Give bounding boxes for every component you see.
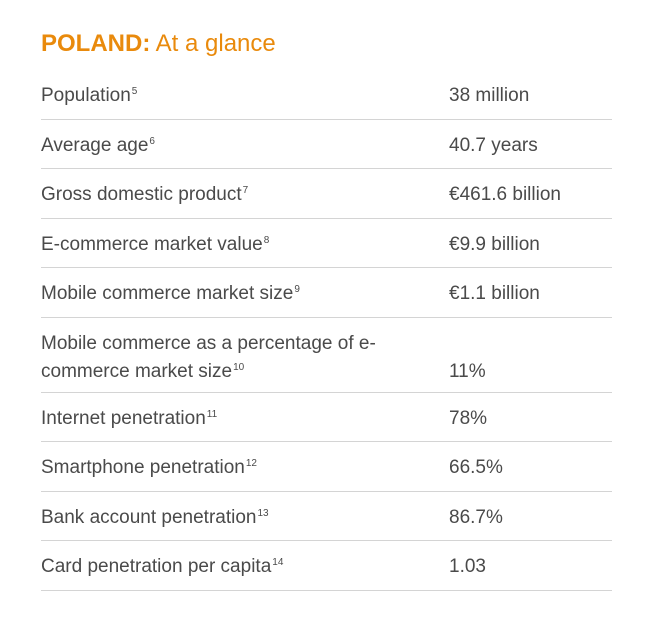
row-value: 38 million [449,85,530,106]
row-label: E-commerce market value8 [41,233,270,255]
table-row-ecommerce-value: E-commerce market value8 €9.9 billion [41,219,612,268]
row-label: Bank account penetration13 [41,506,269,528]
row-value: 11% [449,360,486,382]
table-row-internet-penetration: Internet penetration11 78% [41,393,612,442]
row-label: Internet penetration11 [41,407,218,429]
row-value: 78% [449,407,488,429]
row-value: €1.1 billion [449,283,540,304]
footnote-ref: 7 [242,185,249,196]
footnote-ref: 5 [131,86,138,97]
table-row-gdp: Gross domestic product7 €461.6 billion [41,169,612,219]
row-label: Average age6 [41,134,155,156]
row-label: Population5 [41,85,138,106]
table-row-mcommerce-percentage: Mobile commerce as a percentage of e-com… [41,318,612,393]
footnote-ref: 10 [233,361,245,373]
page-title: POLAND: At a glance [41,28,653,60]
row-label: Smartphone penetration12 [41,457,257,478]
stats-table: Population5 38 million Average age6 40.7… [41,70,612,591]
title-country: POLAND: [41,30,151,57]
row-value: 40.7 years [449,134,538,156]
row-value: 66.5% [449,457,503,478]
footnote-ref: 14 [272,557,284,568]
table-row-smartphone-penetration: Smartphone penetration12 66.5% [41,442,612,492]
table-row-average-age: Average age6 40.7 years [41,120,612,169]
row-value: €461.6 billion [449,184,561,205]
footnote-ref: 12 [245,458,257,469]
row-label: Mobile commerce market size9 [41,283,300,304]
table-row-mcommerce-size: Mobile commerce market size9 €1.1 billio… [41,268,612,318]
footnote-ref: 11 [206,408,218,420]
table-row-card-penetration: Card penetration per capita14 1.03 [41,541,612,591]
footnote-ref: 6 [149,135,155,147]
row-value: €9.9 billion [449,233,540,255]
footnote-ref: 8 [263,234,270,246]
row-label: Card penetration per capita14 [41,556,284,577]
row-label: Gross domestic product7 [41,184,249,205]
footnote-ref: 9 [294,284,300,295]
footnote-ref: 13 [257,507,269,519]
row-value: 1.03 [449,556,486,577]
table-row-population: Population5 38 million [41,70,612,120]
title-subtitle: At a glance [150,30,276,57]
row-label: Mobile commerce as a percentage of e-com… [41,332,376,382]
table-row-bank-account-penetration: Bank account penetration13 86.7% [41,492,612,541]
row-value: 86.7% [449,506,503,528]
